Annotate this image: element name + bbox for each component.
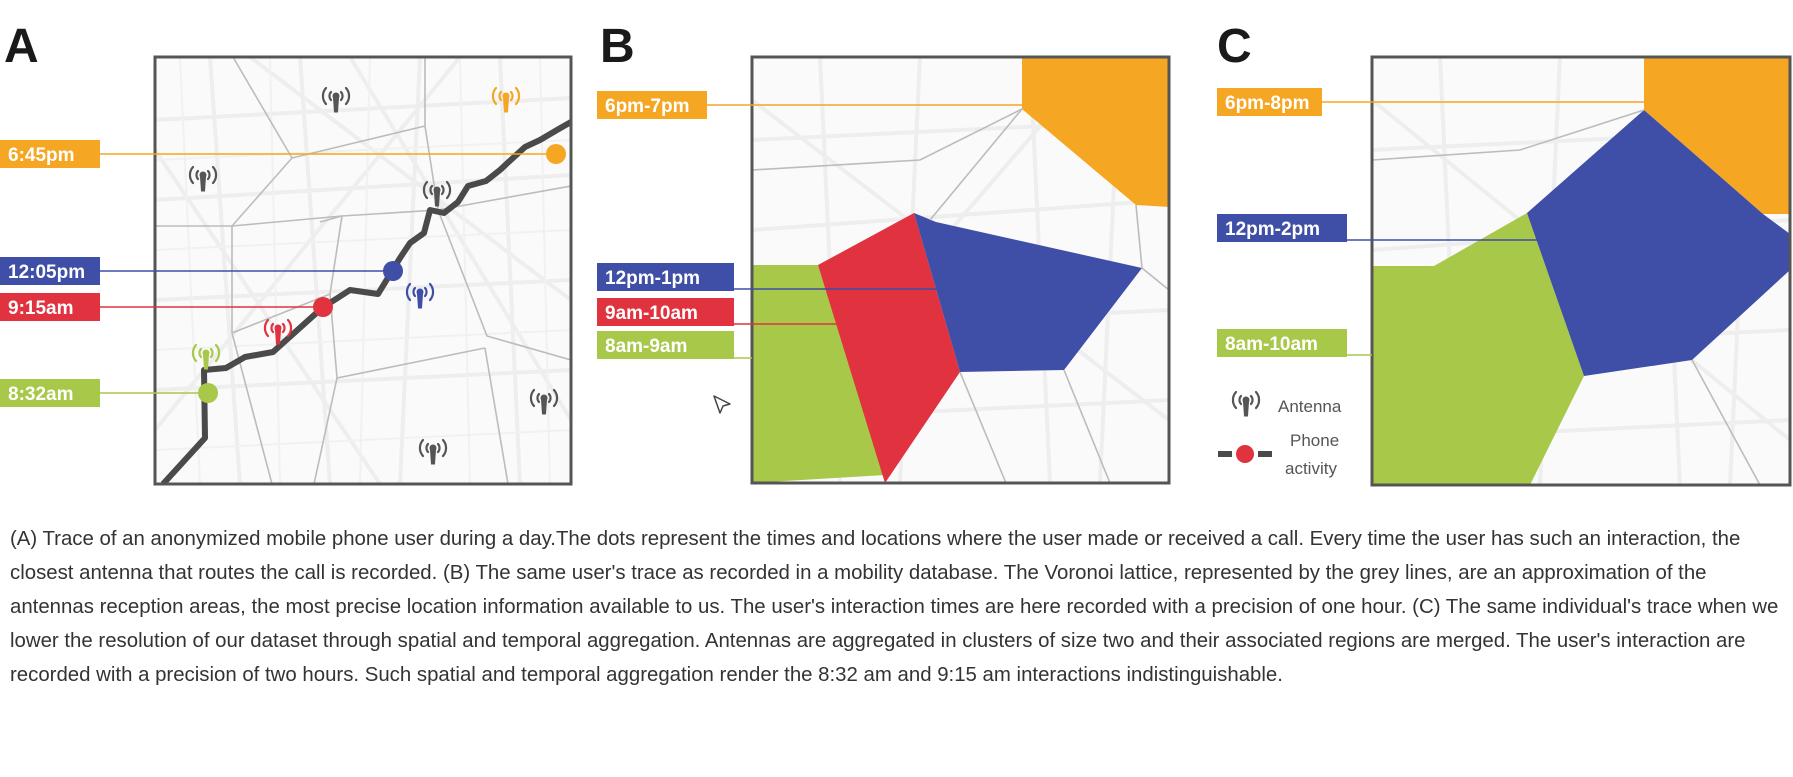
range-tag-orange: 6pm-7pm xyxy=(597,91,1022,119)
range-label: 12pm-1pm xyxy=(605,268,700,289)
cursor-icon xyxy=(713,395,731,414)
time-label: 9:15am xyxy=(8,298,74,319)
region-green xyxy=(1372,213,1584,485)
time-label: 6:45pm xyxy=(8,145,75,166)
time-tag-orange: 6:45pm xyxy=(0,140,566,168)
region-blue xyxy=(1527,110,1790,376)
range-label: 6pm-8pm xyxy=(1225,93,1309,114)
range-label: 6pm-7pm xyxy=(605,96,689,117)
panel-b-time-tags: 6pm-7pm 12pm-1pm 9am-10am 8am-9am xyxy=(597,91,1022,359)
range-label: 8am-9am xyxy=(605,336,687,357)
range-tag-blue: 12pm-1pm xyxy=(597,263,940,291)
panel-b-map xyxy=(750,55,1171,485)
figure-canvas: A xyxy=(0,20,1792,487)
panel-a-time-tags: 6:45pm 12:05pm 9:15am 8:32am xyxy=(0,140,566,407)
range-tag-red: 9am-10am xyxy=(597,298,870,326)
legend-phone-label: Phone xyxy=(1290,431,1339,450)
time-label: 12:05pm xyxy=(8,262,85,283)
voronoi-lattice xyxy=(1372,109,1761,485)
legend-antenna-label: Antenna xyxy=(1278,397,1342,416)
range-tag-green: 8am-10am xyxy=(1217,329,1372,357)
activity-dot xyxy=(313,297,333,317)
range-label: 12pm-2pm xyxy=(1225,219,1320,240)
region-orange xyxy=(1644,57,1790,214)
activity-dot xyxy=(198,383,218,403)
time-label: 8:32am xyxy=(8,384,74,405)
region-red xyxy=(818,213,960,483)
range-label: 8am-10am xyxy=(1225,334,1318,355)
panel-a-letter: A xyxy=(4,20,39,73)
time-tag-green: 8:32am xyxy=(0,379,218,407)
time-tag-blue: 12:05pm xyxy=(0,257,403,285)
region-blue xyxy=(914,213,1142,372)
activity-dot xyxy=(383,261,403,281)
range-tag-orange: 6pm-8pm xyxy=(1217,88,1644,116)
figure-caption: (A) Trace of an anonymized mobile phone … xyxy=(10,528,1779,686)
region-orange xyxy=(1022,57,1169,207)
panel-b-letter: B xyxy=(600,20,635,73)
panel-c-time-tags: 6pm-8pm 12pm-2pm 8am-10am xyxy=(1217,88,1644,357)
antenna-icon xyxy=(1231,390,1261,418)
range-tag-blue: 12pm-2pm xyxy=(1217,214,1550,242)
legend: Antenna Phone activity xyxy=(1218,390,1342,478)
voronoi-regions xyxy=(752,57,1169,483)
panel-c-map xyxy=(1370,55,1792,487)
range-label: 9am-10am xyxy=(605,303,698,324)
voronoi-lattice xyxy=(752,108,1169,483)
panel-c-letter: C xyxy=(1217,20,1252,73)
activity-dot xyxy=(546,144,566,164)
legend-activity-label: activity xyxy=(1285,459,1337,478)
activity-dot xyxy=(1236,445,1254,463)
range-tag-green: 8am-9am xyxy=(597,331,752,359)
voronoi-regions xyxy=(1372,57,1790,485)
region-green xyxy=(752,265,885,483)
time-tag-red: 9:15am xyxy=(0,293,333,321)
